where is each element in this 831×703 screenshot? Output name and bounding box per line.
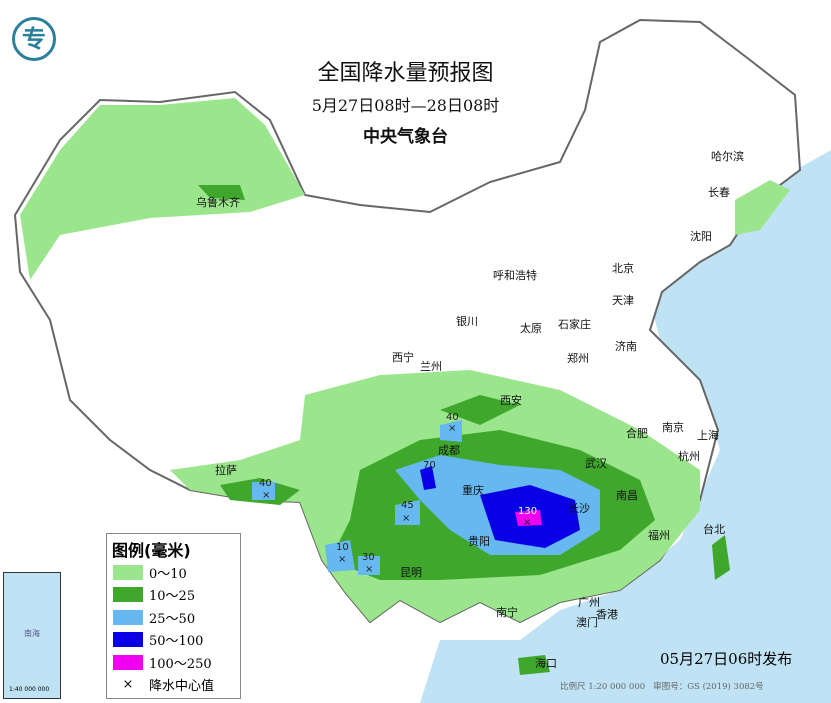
legend-label: 降水中心值 xyxy=(149,679,215,695)
legend-label: 25～50 xyxy=(149,611,196,627)
issued-time: 05月27日06时发布 xyxy=(660,650,793,668)
legend-title: 图例(毫米) xyxy=(112,541,191,560)
city-label: 天津 xyxy=(612,294,634,307)
city-label: 长沙 xyxy=(568,502,590,515)
rain-center-value: 10 xyxy=(336,542,349,553)
legend-swatch xyxy=(113,632,143,648)
map-scale: 比例尺 1:20 000 000 审图号：GS (2019) 3082号 xyxy=(560,680,764,692)
inset-scale: 1:40 000 000 xyxy=(9,686,50,693)
rain-center-value: 30 xyxy=(362,552,375,563)
agency-name: 中央气象台 xyxy=(363,127,448,147)
scale-text: 比例尺 1:20 000 000 xyxy=(560,682,646,692)
south-china-sea-inset: 南海 1:40 000 000 xyxy=(3,572,61,699)
legend-item: 10～25 xyxy=(107,584,240,607)
city-label: 武汉 xyxy=(585,457,607,470)
city-label: 哈尔滨 xyxy=(711,150,744,163)
legend-swatch xyxy=(113,564,143,580)
legend-label: 0～10 xyxy=(149,566,187,582)
city-label: 郑州 xyxy=(567,352,589,365)
legend-swatch xyxy=(113,609,143,625)
forecast-period: 5月27日08时—28日08时 xyxy=(311,96,500,115)
city-label: 西宁 xyxy=(392,351,414,364)
rain-center-value: 70 xyxy=(423,460,436,471)
city-label: 澳门 xyxy=(576,616,598,629)
rain-center-marker: × xyxy=(402,513,411,524)
legend-label: 50～100 xyxy=(149,634,204,650)
city-label: 太原 xyxy=(520,322,542,335)
legend-label: 10～25 xyxy=(149,589,196,605)
legend-swatch xyxy=(113,654,143,670)
city-label: 广州 xyxy=(578,596,600,609)
city-label: 重庆 xyxy=(462,484,484,497)
legend-item: 25～50 xyxy=(107,606,240,629)
city-label: 南昌 xyxy=(616,489,638,502)
city-label: 福州 xyxy=(648,529,670,542)
legend-item: 100～250 xyxy=(107,651,240,674)
city-label: 济南 xyxy=(615,340,637,353)
city-label: 合肥 xyxy=(626,427,648,440)
city-label: 香港 xyxy=(596,608,618,621)
city-label: 长春 xyxy=(708,186,730,199)
city-label: 南京 xyxy=(662,421,684,434)
legend-item: 50～100 xyxy=(107,629,240,652)
city-label: 拉萨 xyxy=(215,464,237,477)
legend-swatch xyxy=(113,587,143,603)
rain-center-value: 40 xyxy=(259,478,272,489)
city-label: 昆明 xyxy=(400,566,422,579)
inset-label: 南海 xyxy=(24,629,40,638)
city-label: 台北 xyxy=(703,523,725,536)
city-label: 银川 xyxy=(456,315,478,328)
city-label: 北京 xyxy=(612,262,634,275)
rain-50-100 xyxy=(420,466,580,548)
center-marker-icon: × xyxy=(122,677,134,693)
rain-center-marker: × xyxy=(262,490,271,501)
city-label: 呼和浩特 xyxy=(493,269,537,282)
rain-center-marker: × xyxy=(338,554,347,565)
city-label: 乌鲁木齐 xyxy=(196,196,240,209)
city-label: 成都 xyxy=(438,444,460,457)
rain-center-marker: × xyxy=(523,517,532,528)
legend: 图例(毫米) 0～10 10～25 25～50 50～100 100～250 ×… xyxy=(106,533,241,699)
legend-item: 0～10 xyxy=(107,561,240,584)
city-label: 沈阳 xyxy=(690,230,712,243)
rain-0-10-northeast xyxy=(735,180,790,235)
rain-center-marker: × xyxy=(365,564,374,575)
city-label: 石家庄 xyxy=(558,318,591,331)
map-number: 审图号：GS (2019) 3082号 xyxy=(653,682,764,692)
cma-logo: 专 xyxy=(12,17,56,61)
city-label: 海口 xyxy=(535,657,557,670)
legend-item: × 降水中心值 xyxy=(107,674,240,697)
city-label: 兰州 xyxy=(420,360,442,373)
rain-10-25 xyxy=(198,185,730,675)
city-label: 贵阳 xyxy=(468,535,490,548)
legend-label: 100～250 xyxy=(149,656,212,672)
rain-center-value: 40 xyxy=(446,412,459,423)
rain-center-value: 130 xyxy=(518,506,538,517)
city-label: 西安 xyxy=(500,394,522,407)
city-label: 上海 xyxy=(697,429,719,442)
map-title: 全国降水量预报图 xyxy=(317,61,494,86)
rain-0-10-xinjiang xyxy=(20,98,305,280)
city-label: 南宁 xyxy=(496,606,518,619)
rain-center-value: 45 xyxy=(401,500,414,511)
rain-100-250 xyxy=(515,510,542,526)
rain-center-marker: × xyxy=(448,423,457,434)
city-label: 杭州 xyxy=(678,450,700,463)
